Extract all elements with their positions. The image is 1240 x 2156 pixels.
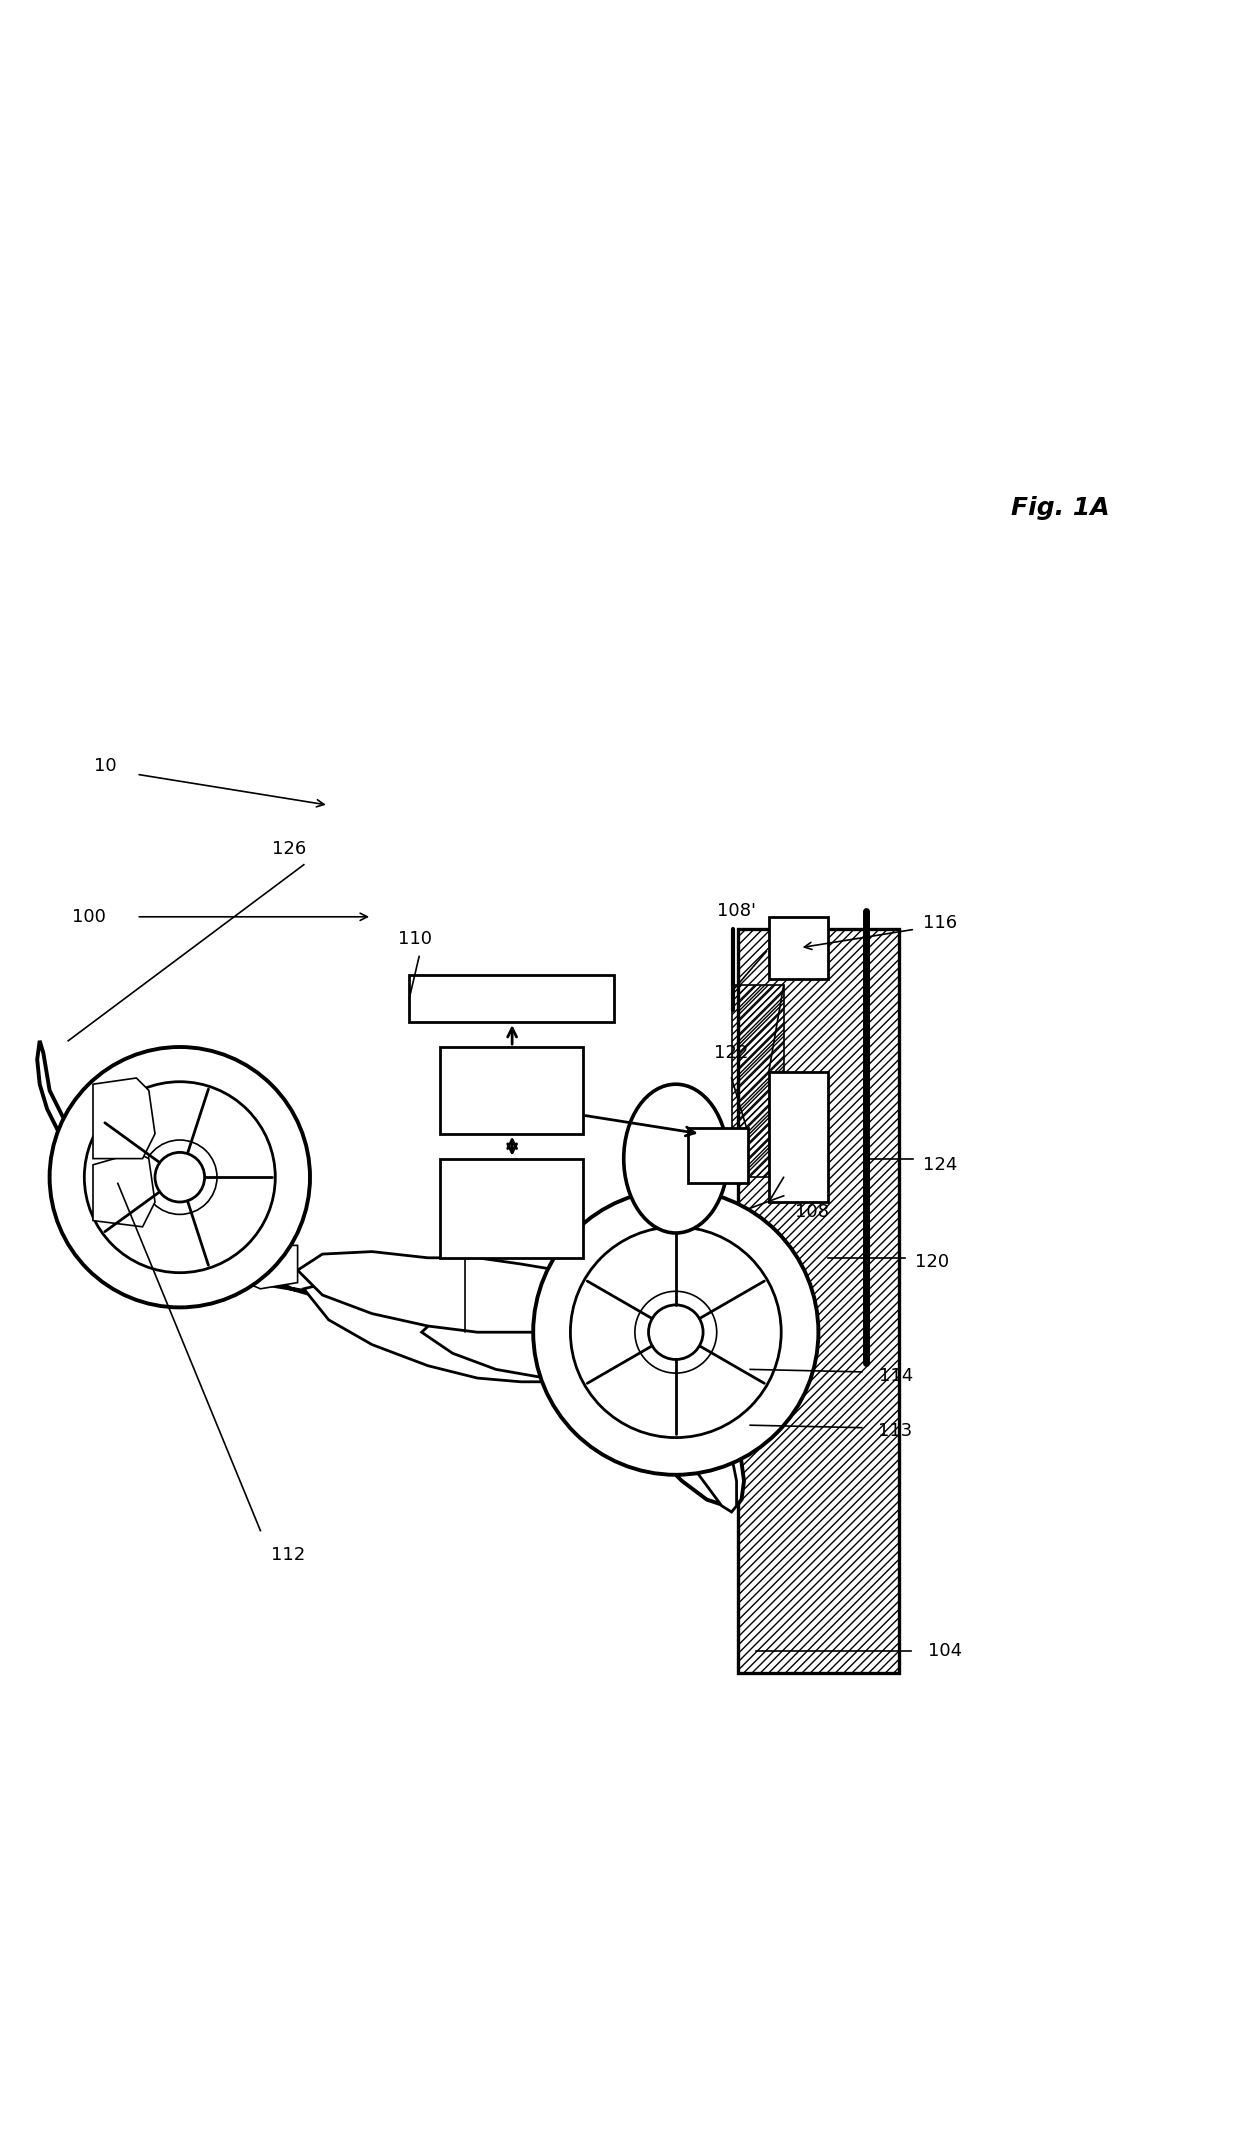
Circle shape [533, 1190, 818, 1475]
Circle shape [155, 1153, 205, 1203]
Text: 112: 112 [270, 1546, 305, 1565]
Circle shape [570, 1227, 781, 1438]
Polygon shape [620, 1395, 737, 1511]
Circle shape [50, 1048, 310, 1307]
Polygon shape [37, 1041, 744, 1505]
Text: 120: 120 [915, 1253, 950, 1270]
Bar [738, 929, 899, 1673]
Text: 110: 110 [398, 929, 433, 949]
Circle shape [635, 1291, 717, 1373]
Polygon shape [422, 1304, 645, 1382]
Polygon shape [304, 1283, 645, 1382]
Ellipse shape [624, 1084, 728, 1233]
Text: 108': 108' [717, 901, 756, 921]
Circle shape [143, 1141, 217, 1214]
Bar [409, 975, 614, 1022]
Text: 114: 114 [879, 1367, 914, 1384]
Text: 10: 10 [94, 757, 117, 774]
Circle shape [84, 1082, 275, 1272]
Text: Fig. 1A: Fig. 1A [1011, 496, 1110, 520]
Text: 104: 104 [928, 1643, 962, 1660]
Bar [732, 985, 784, 1177]
Text: 124: 124 [923, 1156, 957, 1173]
Text: 122: 122 [714, 1044, 749, 1063]
Polygon shape [93, 1153, 155, 1227]
Text: 108: 108 [795, 1203, 830, 1220]
Text: 113: 113 [878, 1423, 913, 1440]
Polygon shape [217, 1246, 298, 1289]
Polygon shape [68, 1141, 180, 1240]
Text: 116: 116 [923, 914, 957, 931]
Bar [688, 1128, 748, 1184]
Text: 126: 126 [272, 839, 306, 858]
Polygon shape [93, 1078, 155, 1158]
Polygon shape [298, 1253, 595, 1332]
Bar [769, 1072, 828, 1203]
Bar [440, 1048, 583, 1134]
Bar [769, 916, 828, 979]
Text: 100: 100 [72, 908, 107, 925]
Circle shape [649, 1304, 703, 1360]
Bar [440, 1158, 583, 1257]
